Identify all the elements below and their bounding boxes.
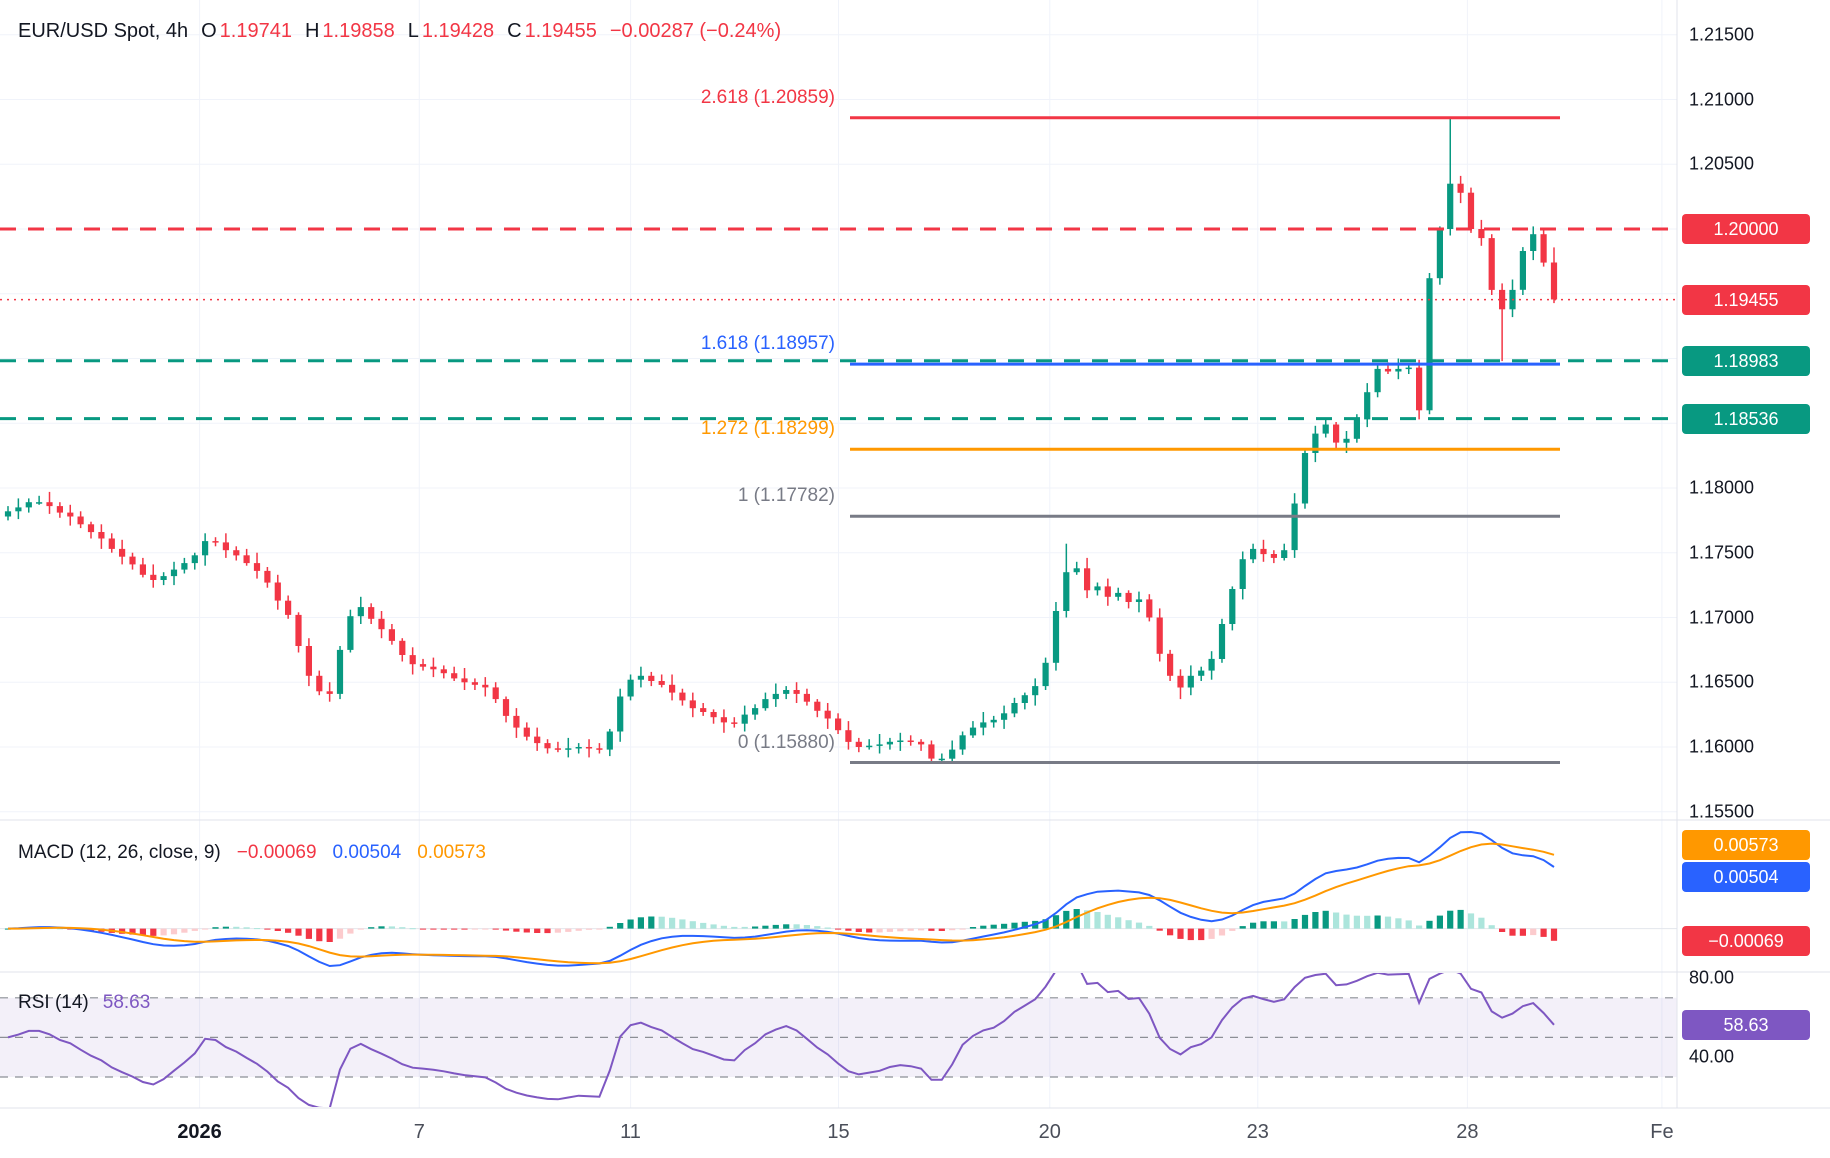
candles-series <box>4 117 1558 763</box>
ohlc-key: O <box>201 20 217 42</box>
ohlc-key: C <box>507 20 522 42</box>
rsi-pane <box>0 973 1677 1107</box>
macd-title[interactable]: MACD (12, 26, close, 9) <box>18 842 221 863</box>
change-readout: −0.00287 (−0.24%) <box>609 20 782 42</box>
rsi-title[interactable]: RSI (14) <box>18 992 89 1013</box>
symbol-title[interactable]: EUR/USD Spot, 4h <box>18 20 189 42</box>
macd-legend: MACD (12, 26, close, 9) −0.00069 0.00504 0.… <box>18 842 486 864</box>
rsi-line <box>7 973 1555 1107</box>
macd-signal-line <box>8 842 1555 965</box>
price-pane <box>0 116 1677 765</box>
ohlc-value: 1.19858 <box>322 20 395 42</box>
rsi-legend: RSI (14) 58.63 <box>18 992 150 1014</box>
symbol-legend: EUR/USD Spot, 4h O 1.19741 H 1.19858 L 1.19428… <box>18 20 781 43</box>
rsi-readout: 58.63 <box>102 992 151 1013</box>
macd-value: 0.00573 <box>417 842 486 863</box>
macd-pane <box>0 830 1677 968</box>
ohlc-readout: O 1.19741 H 1.19858 L 1.19428 C 1.19455 <box>188 20 597 42</box>
macd-value: 0.00504 <box>332 842 402 863</box>
macd-value: −0.00069 <box>236 842 317 863</box>
ohlc-key: H <box>304 20 320 42</box>
ohlc-value: 1.19741 <box>219 20 292 42</box>
macd-readout: −0.00069 0.00504 0.00573 <box>221 842 486 863</box>
ohlc-key: L <box>407 20 419 42</box>
ohlc-value: 1.19455 <box>524 20 597 42</box>
grid <box>0 0 1677 1108</box>
ohlc-value: 1.19428 <box>421 20 495 42</box>
